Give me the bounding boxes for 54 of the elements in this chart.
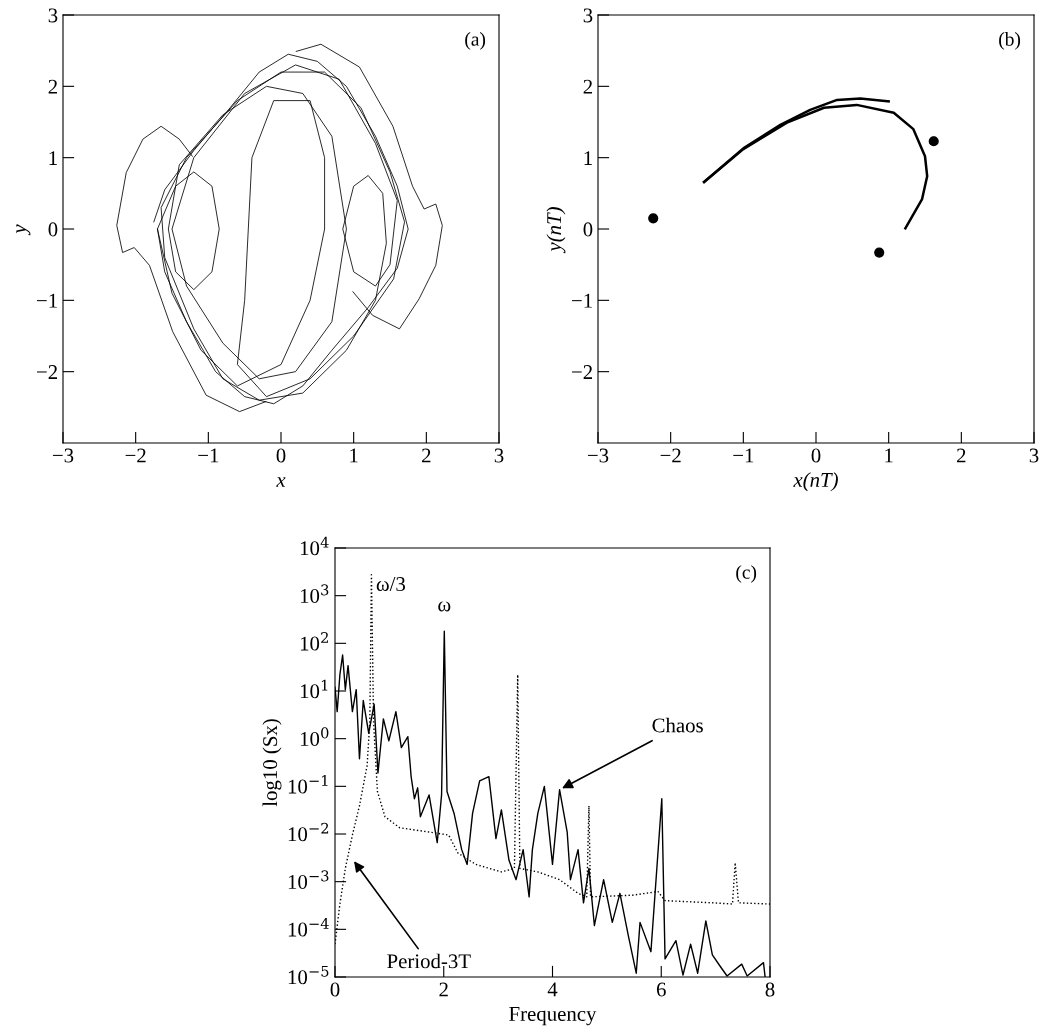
y-tick-label: 10$^{−5}$ <box>288 965 329 985</box>
x-axis-title: Frequency <box>509 1007 597 1026</box>
x-tick-label: 2 <box>439 982 448 997</box>
y-tick-label: −1 <box>572 293 592 308</box>
x-tick-label: −2 <box>125 448 146 463</box>
y-tick-label: 10$^{4}$ <box>300 536 329 556</box>
x-tick-label: 2 <box>422 448 431 463</box>
x-tick-label: 2 <box>957 448 966 463</box>
y-tick-label: 3 <box>583 8 593 23</box>
y-tick-label: 0 <box>48 222 58 237</box>
x-tick-label: 1 <box>885 448 893 463</box>
annotation: Period-3T <box>387 953 471 969</box>
x-tick-label: 3 <box>494 448 504 463</box>
x-tick-label: −3 <box>52 448 74 463</box>
annotation: Chaos <box>652 717 703 733</box>
x-tick-label: 0 <box>330 982 340 997</box>
y-tick-label: 1 <box>49 151 57 165</box>
x-tick-label: 0 <box>811 448 821 463</box>
x-tick-label: 3 <box>1029 448 1039 463</box>
annotation: ω <box>438 601 451 612</box>
annotation: (a) <box>465 32 486 50</box>
y-tick-label: 1 <box>584 151 592 165</box>
y-tick-label: 3 <box>48 8 58 23</box>
x-tick-label: −1 <box>733 448 754 463</box>
x-tick-label: 6 <box>656 982 666 997</box>
y-tick-label: 10$^{2}$ <box>300 632 328 651</box>
y-tick-label: 10$^{1}$ <box>300 679 328 699</box>
y-tick-label: −2 <box>572 365 592 379</box>
x-tick-label: 8 <box>765 982 775 997</box>
x-axis-title: x <box>276 477 286 487</box>
y-tick-label: 10$^{−1}$ <box>288 775 328 794</box>
y-tick-label: 0 <box>583 222 593 237</box>
y-tick-label: 10$^{−4}$ <box>288 918 329 937</box>
y-tick-label: 10$^{−3}$ <box>288 870 329 889</box>
x-tick-label: −2 <box>660 448 681 463</box>
x-tick-label: 1 <box>350 448 358 463</box>
x-axis-title: x(nT) <box>793 472 838 492</box>
x-tick-label: −1 <box>198 448 219 463</box>
x-tick-label: −3 <box>587 448 609 463</box>
y-tick-label: 10$^{0}$ <box>300 727 329 746</box>
y-tick-label: −2 <box>37 365 57 379</box>
y-axis-title: y(nT) <box>546 207 566 254</box>
y-tick-label: −1 <box>37 293 57 308</box>
x-tick-label: 4 <box>547 982 558 997</box>
annotation: (b) <box>999 32 1021 50</box>
y-axis-title: y <box>16 224 31 236</box>
y-tick-label: 2 <box>583 79 592 94</box>
x-tick-label: 0 <box>276 448 286 463</box>
annotation: ω/3 <box>376 577 406 592</box>
annotation: (c) <box>736 565 757 583</box>
y-tick-label: 10$^{3}$ <box>300 584 329 603</box>
y-axis-title: log10 (Sx) <box>262 719 282 807</box>
y-tick-label: 2 <box>48 79 57 94</box>
y-tick-label: 10$^{−2}$ <box>288 822 329 842</box>
